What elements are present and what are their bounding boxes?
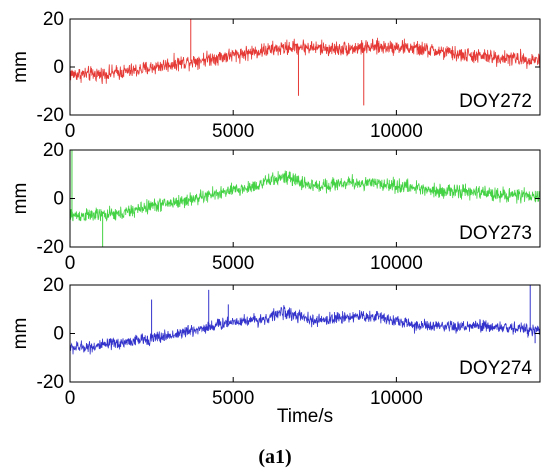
ylabel-doy274: mm (10, 318, 31, 350)
ylabel-doy273: mm (10, 183, 31, 215)
ytick-label: 20 (43, 140, 64, 161)
ytick-label: -20 (37, 237, 64, 258)
ytick-label: 0 (53, 324, 64, 345)
figure-caption: (a1) (258, 446, 291, 468)
xtick-label: 10000 (370, 253, 423, 274)
ytick-label: 20 (43, 9, 64, 30)
ytick-label: -20 (37, 105, 64, 126)
panel-label-doy272: DOY272 (459, 91, 532, 112)
xtick-label: 5000 (212, 253, 254, 274)
xtick-label: 0 (65, 121, 76, 142)
ytick-label: 0 (53, 189, 64, 210)
series-line-doy273 (70, 170, 540, 222)
ytick-label: 20 (43, 275, 64, 296)
xlabel-doy274: Time/s (277, 406, 333, 427)
series-line-doy272 (70, 37, 540, 85)
ylabel-doy272: mm (10, 51, 31, 83)
xtick-label: 10000 (370, 121, 423, 142)
xtick-label: 5000 (212, 121, 254, 142)
panel-label-doy274: DOY274 (459, 358, 532, 379)
xtick-label: 5000 (212, 388, 254, 409)
panel-label-doy273: DOY273 (459, 223, 532, 244)
xtick-label: 0 (65, 388, 76, 409)
xtick-label: 10000 (370, 388, 423, 409)
xtick-label: 0 (65, 253, 76, 274)
ytick-label: -20 (37, 372, 64, 393)
series-line-doy274 (70, 305, 540, 355)
ytick-label: 0 (53, 57, 64, 78)
